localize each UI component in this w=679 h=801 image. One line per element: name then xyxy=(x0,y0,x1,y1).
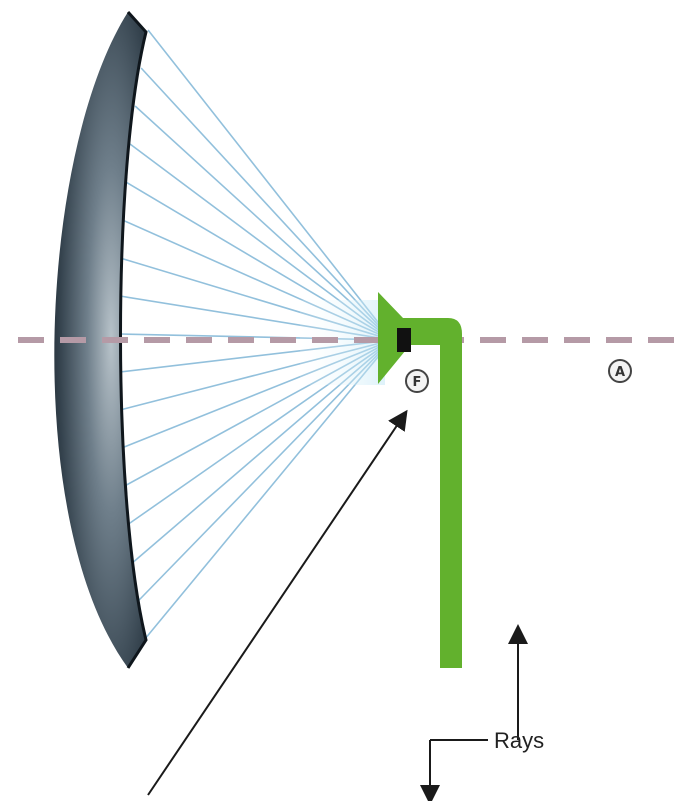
reflected-ray xyxy=(140,67,393,341)
receiver-element xyxy=(397,328,411,352)
focus-cone xyxy=(300,300,385,385)
parabolic-dish xyxy=(54,12,146,668)
focus-pointer-arrow xyxy=(147,409,408,796)
dish-rim xyxy=(119,10,148,669)
reflected-ray xyxy=(145,339,393,639)
axis-point-marker: A xyxy=(608,359,632,383)
focus-point-marker: F xyxy=(405,369,429,393)
svg-text:F: F xyxy=(413,375,422,390)
svg-text:A: A xyxy=(615,365,625,380)
rays-label: Rays xyxy=(494,728,544,753)
feed-horn xyxy=(378,292,462,668)
rays-callout: Rays xyxy=(420,624,544,801)
incoming-rays xyxy=(120,27,679,641)
reflected-ray xyxy=(147,29,393,341)
